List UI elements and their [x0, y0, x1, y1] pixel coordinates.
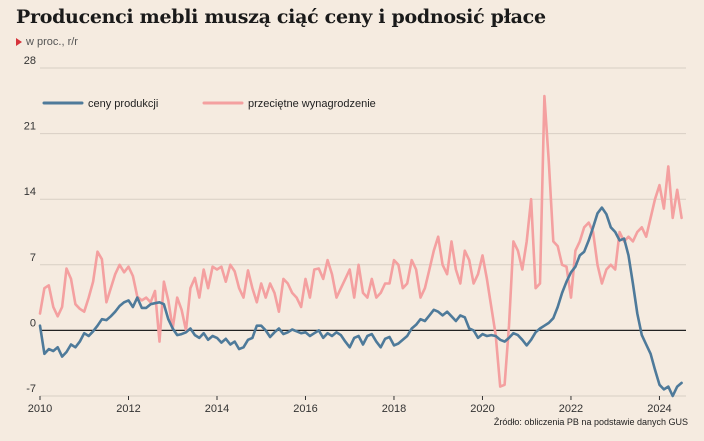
x-tick-label: 2012: [116, 403, 140, 415]
y-tick-label: 7: [30, 252, 36, 264]
x-tick-label: 2010: [28, 403, 52, 415]
x-tick-label: 2024: [647, 403, 671, 415]
x-tick-label: 2022: [559, 403, 583, 415]
source-note: Źródło: obliczenia PB na podstawie danyc…: [493, 417, 688, 427]
x-tick-label: 2018: [382, 403, 406, 415]
chart-subtitle: w proc., r/r: [16, 36, 78, 48]
chart-title: Producenci mebli muszą ciąć ceny i podno…: [16, 6, 546, 28]
series-line-average-wage: [38, 94, 683, 388]
y-tick-label: 14: [24, 186, 36, 198]
y-tick-label: -7: [26, 383, 36, 395]
subtitle-marker-icon: [16, 38, 22, 46]
y-tick-label: 0: [30, 317, 36, 329]
legend-production-prices-label: ceny produkcji: [88, 98, 158, 110]
x-tick-label: 2016: [293, 403, 317, 415]
subtitle-text: w proc., r/r: [26, 36, 78, 48]
y-tick-label: 28: [24, 55, 36, 67]
y-tick-label: 21: [24, 121, 36, 133]
x-tick-label: 2014: [205, 403, 229, 415]
legend-average-wage-label: przeciętne wynagrodzenie: [248, 98, 376, 110]
x-tick-label: 2020: [470, 403, 494, 415]
series-line-production-prices: [38, 206, 683, 398]
